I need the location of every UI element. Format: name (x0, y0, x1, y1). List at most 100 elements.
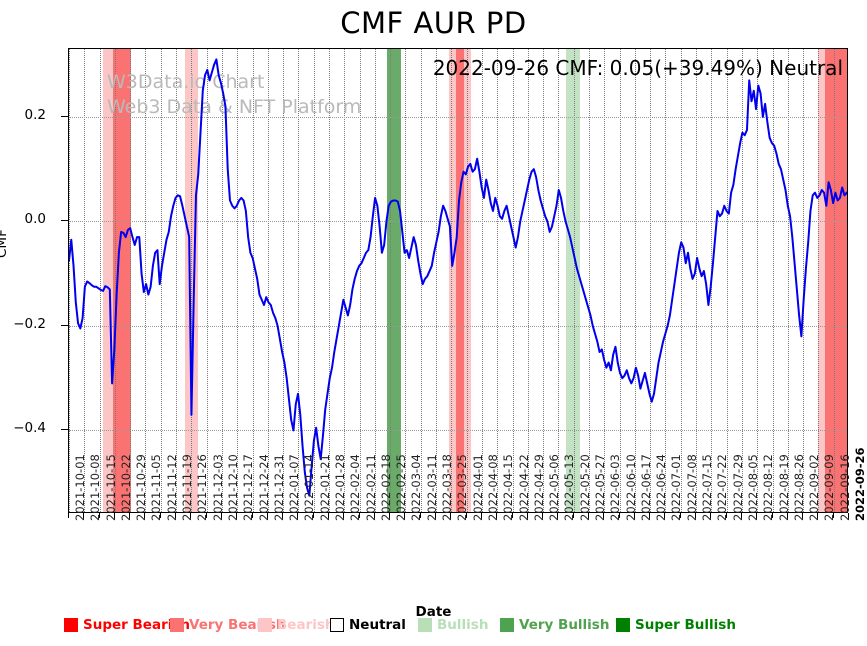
x-tick-label: 2022-08-26 (791, 454, 806, 521)
signal-band-very-bearish (112, 49, 132, 512)
x-tick-label: 2021-11-12 (164, 454, 179, 521)
x-tick-mark (389, 513, 391, 518)
x-tick-mark (511, 513, 513, 518)
legend-item-label: Super Bearish (83, 617, 190, 633)
x-tick-mark (159, 513, 161, 518)
x-axis-label: Date (415, 604, 452, 620)
x-tick-mark (771, 513, 773, 518)
gridline-vertical (772, 49, 774, 512)
x-tick-label: 2021-10-29 (134, 454, 149, 521)
x-tick-label: 2022-04-01 (470, 454, 485, 521)
gridline-vertical (451, 49, 453, 512)
x-tick-label: 2022-07-08 (684, 454, 699, 521)
x-tick-label: 2022-07-15 (700, 454, 715, 521)
gridline-vertical (803, 49, 805, 512)
gridline-vertical (589, 49, 590, 512)
gridline-vertical (573, 49, 575, 512)
gridline-vertical (787, 49, 789, 512)
x-tick-label: 2022-09-02 (807, 454, 822, 521)
gridline-vertical (634, 49, 636, 512)
y-tick-mark (61, 220, 68, 222)
x-tick-mark (343, 513, 345, 518)
x-tick-mark (297, 513, 299, 518)
x-tick-mark (710, 513, 712, 518)
legend-item-super-bearish[interactable]: Super Bearish (64, 617, 190, 633)
current-value-annotation: 2022-09-26 CMF: 0.05(+39.49%) Neutral (432, 56, 843, 80)
legend-swatch-icon (64, 618, 78, 632)
signal-band-bearish (448, 49, 456, 512)
x-tick-label: 2022-07-01 (669, 454, 684, 521)
x-tick-label: 2022-08-19 (776, 454, 791, 521)
x-tick-label: 2022-06-03 (608, 454, 623, 521)
legend-item-bearish[interactable]: Bearish (258, 617, 335, 633)
x-tick-label: 2022-05-27 (593, 454, 607, 521)
gridline-vertical (283, 49, 285, 512)
y-axis-label: CMF (0, 229, 10, 258)
x-tick-label: 2022-03-04 (409, 454, 424, 521)
signal-band-bearish (817, 49, 825, 512)
x-tick-label: 2022-09-26 (853, 447, 867, 521)
x-tick-mark (618, 513, 620, 518)
x-tick-mark (664, 513, 666, 518)
x-tick-label: 2022-01-07 (287, 454, 302, 521)
gridline-vertical (757, 49, 759, 512)
gridline-vertical (512, 49, 514, 512)
x-tick-mark (695, 513, 697, 518)
x-tick-mark (679, 513, 681, 518)
gridline-vertical (680, 49, 682, 512)
x-tick-mark (649, 513, 651, 518)
x-tick-mark (480, 513, 482, 518)
x-tick-mark (113, 513, 115, 518)
x-tick-mark (220, 513, 222, 518)
x-tick-mark (526, 513, 528, 518)
x-tick-mark (832, 513, 834, 518)
x-tick-label: 2021-12-31 (271, 454, 286, 521)
x-tick-label: 2021-10-22 (118, 454, 133, 521)
x-tick-label: 2022-02-25 (394, 454, 409, 521)
gridline-vertical (481, 49, 483, 512)
x-tick-label: 2022-02-04 (348, 454, 363, 521)
y-tick-mark (61, 324, 68, 326)
x-tick-mark (129, 513, 131, 518)
gridline-vertical (497, 49, 499, 512)
x-tick-label: 2022-04-22 (516, 454, 531, 521)
x-tick-label: 2021-12-03 (210, 454, 225, 521)
gridline-vertical (313, 49, 315, 512)
x-tick-label: 2022-02-11 (363, 454, 378, 521)
gridline-vertical (69, 49, 70, 512)
x-tick-label: 2022-03-18 (440, 454, 455, 521)
x-tick-label: 2022-07-29 (730, 454, 745, 521)
gridline-vertical (833, 49, 835, 512)
x-tick-mark (465, 513, 467, 518)
x-tick-mark (603, 513, 605, 518)
x-tick-label: 2022-07-22 (715, 454, 730, 521)
x-tick-mark (572, 513, 574, 518)
page-title: CMF AUR PD (340, 6, 527, 40)
x-tick-mark (725, 513, 727, 518)
gridline-vertical (114, 49, 116, 512)
x-tick-mark (496, 513, 498, 518)
legend-item-very-bullish[interactable]: Very Bullish (500, 617, 609, 633)
legend-item-neutral[interactable]: Neutral (330, 617, 406, 633)
x-tick-label: 2021-12-17 (241, 454, 256, 521)
signal-band-very-bearish (824, 49, 847, 512)
x-tick-mark (557, 513, 559, 518)
y-tick-label: 0.2 (24, 106, 46, 123)
legend-item-super-bullish[interactable]: Super Bullish (616, 617, 736, 633)
legend-swatch-icon (418, 618, 432, 632)
legend-item-label: Bearish (277, 617, 335, 633)
x-tick-mark (328, 513, 329, 518)
gridline-vertical (390, 49, 392, 512)
y-tick-label: −0.4 (13, 420, 46, 437)
x-tick-label: 2022-05-06 (547, 454, 562, 521)
gridline-vertical (267, 49, 269, 512)
y-tick-label: −0.2 (13, 315, 46, 332)
legend-swatch-icon (500, 618, 514, 632)
gridline-vertical (558, 49, 560, 512)
y-tick-label: 0.0 (24, 211, 46, 228)
x-tick-label: 2021-10-15 (103, 454, 118, 521)
x-tick-mark (251, 513, 253, 518)
legend-item-bullish[interactable]: Bullish (418, 617, 488, 633)
signal-band-bullish (565, 49, 580, 512)
